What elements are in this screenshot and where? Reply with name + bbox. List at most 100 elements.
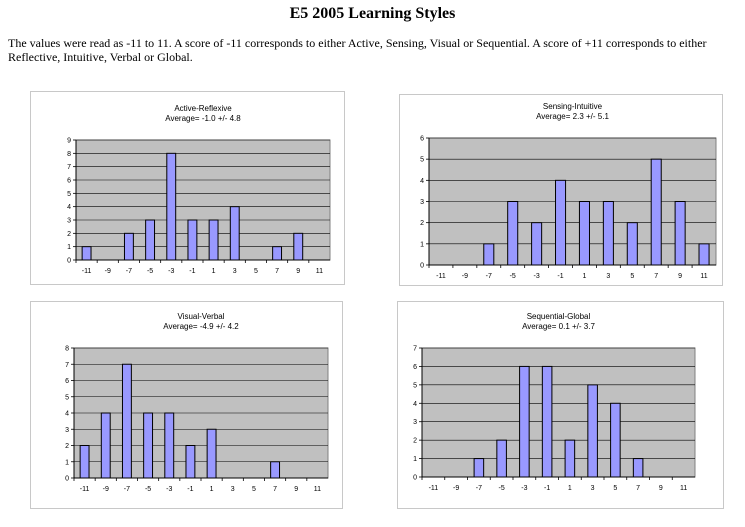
bar-3 [602, 201, 614, 266]
x-tick-label: 11 [316, 268, 323, 275]
bar-5 [610, 402, 621, 478]
y-tick-label: 3 [67, 218, 71, 225]
y-tick-label: 9 [67, 138, 71, 145]
x-tick-label: -7 [486, 273, 492, 280]
bar--5 [145, 219, 156, 261]
chart-visual-verbal: Visual-Verbal Average= -4.9 +/- 4.2 0 1 2 3 4 5… [30, 301, 343, 509]
bar-7 [632, 458, 644, 478]
chart-title: Sequential-Global [527, 312, 591, 321]
x-tick-label: 9 [678, 273, 682, 280]
bar-1 [578, 201, 590, 266]
bar--7 [473, 458, 485, 478]
page-title: E5 2005 Learning Styles [289, 5, 456, 22]
x-tick-label: 1 [583, 273, 587, 280]
y-tick-label: 1 [65, 459, 69, 466]
x-tick-label: 11 [314, 486, 321, 493]
bar--1 [541, 365, 553, 478]
bar-3 [229, 206, 240, 261]
y-tick-label: 0 [67, 258, 71, 265]
x-tick-label: 7 [636, 485, 640, 492]
chart-subtitle: Average= -1.0 +/- 4.8 [165, 114, 241, 123]
bar-9 [674, 201, 686, 266]
x-tick-label: -9 [462, 273, 468, 280]
intro-paragraph: The values were read as -11 to 11. A sco… [8, 36, 707, 64]
bar--7 [483, 243, 495, 266]
chart-subtitle: Average= 0.1 +/- 3.7 [522, 322, 595, 331]
x-tick-label: 1 [568, 485, 572, 492]
bar--1 [555, 179, 567, 266]
y-tick-label: 5 [65, 394, 69, 401]
x-tick-label: -3 [166, 486, 172, 493]
y-tick-label: 3 [420, 199, 424, 206]
x-tick-label: 7 [273, 486, 277, 493]
y-tick-label: 0 [413, 475, 417, 482]
x-tick-label: -5 [145, 486, 151, 493]
y-tick-label: 8 [65, 346, 69, 353]
x-tick-label: -3 [168, 268, 174, 275]
x-tick-label: 11 [700, 273, 707, 280]
y-tick-label: 7 [67, 164, 71, 171]
chart-sequential-global: Sequential-Global Average= 0.1 +/- 3.7 0 1 2… [397, 301, 724, 509]
bar-5 [626, 222, 638, 266]
bar--11 [81, 246, 92, 261]
x-tick-label: 5 [254, 268, 258, 275]
y-tick-label: 2 [420, 220, 424, 227]
x-tick-label: -5 [510, 273, 516, 280]
x-tick-label: -3 [534, 273, 540, 280]
y-tick-label: 6 [413, 364, 417, 371]
bar-7 [272, 246, 283, 261]
bar--3 [519, 365, 530, 478]
y-tick-label: 5 [67, 191, 71, 198]
bar--5 [496, 439, 507, 478]
x-tick-label: 11 [680, 485, 687, 492]
chart-title: Active-Reflexive [174, 104, 232, 113]
y-tick-label: 4 [65, 411, 69, 418]
x-tick-label: 1 [212, 268, 216, 275]
y-tick-label: 1 [413, 456, 417, 463]
x-tick-label: -5 [147, 268, 153, 275]
plot-area [75, 139, 331, 261]
y-tick-label: 7 [413, 346, 417, 353]
chart-subtitle: Average= 2.3 +/- 5.1 [536, 112, 609, 121]
bar-1 [206, 428, 217, 479]
x-tick-label: 3 [606, 273, 610, 280]
x-tick-label: 9 [659, 485, 663, 492]
x-tick-label: -9 [103, 486, 109, 493]
x-tick-label: -1 [557, 273, 563, 280]
y-tick-label: 5 [420, 157, 424, 164]
x-tick-label: -7 [124, 486, 130, 493]
bar-7 [650, 158, 662, 266]
x-tick-label: -9 [453, 485, 459, 492]
x-tick-label: 5 [252, 486, 256, 493]
x-tick-label: 1 [210, 486, 214, 493]
y-tick-label: 1 [67, 244, 71, 251]
y-tick-label: 8 [67, 151, 71, 158]
x-tick-label: -11 [82, 268, 92, 275]
x-tick-label: -7 [476, 485, 482, 492]
bar-1 [564, 439, 576, 478]
bar--1 [187, 219, 198, 261]
x-tick-label: 5 [630, 273, 634, 280]
x-tick-label: -11 [80, 486, 90, 493]
bar-7 [270, 461, 281, 479]
x-tick-label: 9 [294, 486, 298, 493]
y-tick-label: 2 [67, 231, 71, 238]
x-tick-label: 7 [654, 273, 658, 280]
bar--7 [121, 363, 132, 479]
x-tick-label: 3 [231, 486, 235, 493]
x-tick-label: 5 [613, 485, 617, 492]
y-tick-label: 0 [420, 263, 424, 270]
bar-1 [208, 219, 219, 261]
bar--1 [185, 445, 196, 479]
x-tick-label: 7 [275, 268, 279, 275]
x-tick-label: -11 [436, 273, 446, 280]
y-tick-label: 4 [420, 178, 424, 185]
y-tick-label: 6 [67, 178, 71, 185]
y-tick-label: 3 [65, 427, 69, 434]
bar-3 [587, 384, 598, 478]
bar--5 [507, 201, 519, 266]
bar--9 [100, 412, 111, 479]
chart-active-reflexive: Active-Reflexive Average= -1.0 +/- 4.8 0 1 2… [30, 91, 345, 285]
